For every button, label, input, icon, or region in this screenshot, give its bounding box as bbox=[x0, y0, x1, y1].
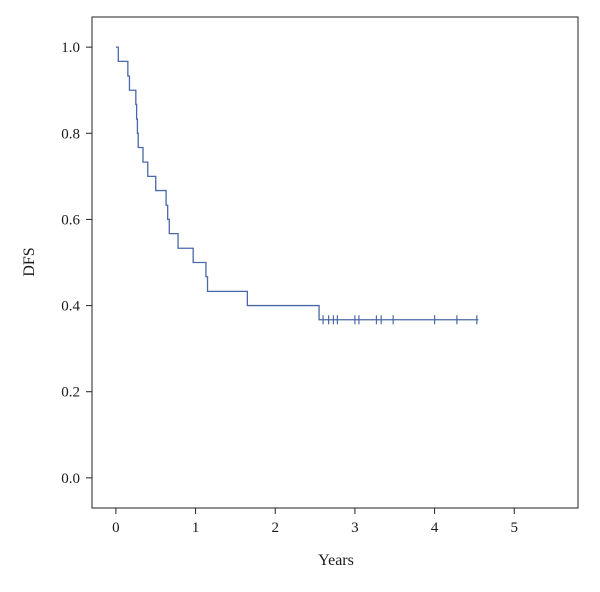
x-tick-label: 4 bbox=[431, 520, 439, 536]
y-tick-label: 0.2 bbox=[61, 385, 80, 401]
x-tick-label: 5 bbox=[511, 520, 519, 536]
plot-frame bbox=[91, 16, 579, 509]
x-tick-label: 1 bbox=[192, 520, 200, 536]
y-tick-label: 1.0 bbox=[61, 40, 80, 56]
survival-step-line bbox=[115, 46, 479, 321]
y-tick-label: 0.0 bbox=[61, 471, 80, 487]
x-tick-label: 3 bbox=[351, 520, 359, 536]
x-tick-label: 0 bbox=[112, 520, 120, 536]
y-tick-label: 0.8 bbox=[61, 126, 80, 142]
y-tick-label: 0.4 bbox=[61, 299, 80, 315]
y-axis: 0.0 0.2 0.4 0.6 0.8 1.0 bbox=[61, 40, 92, 487]
series-layer bbox=[115, 46, 479, 325]
x-axis-title: Years bbox=[318, 552, 354, 569]
y-tick-label: 0.6 bbox=[61, 212, 80, 228]
x-axis: 0 1 2 3 4 5 bbox=[112, 508, 518, 536]
y-axis-title: DFS bbox=[21, 247, 38, 276]
x-tick-label: 2 bbox=[271, 520, 279, 536]
